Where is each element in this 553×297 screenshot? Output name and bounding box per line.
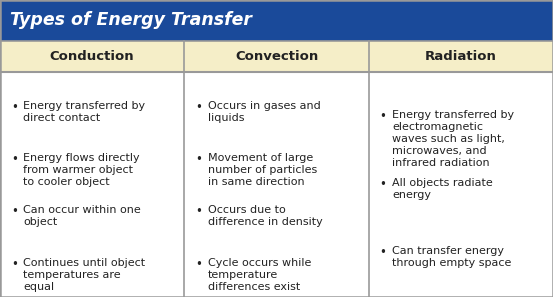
Text: •: • xyxy=(11,258,18,271)
Text: •: • xyxy=(195,206,202,219)
Text: Movement of large
number of particles
in same direction: Movement of large number of particles in… xyxy=(207,153,317,187)
FancyBboxPatch shape xyxy=(0,41,553,72)
Text: •: • xyxy=(195,153,202,166)
Text: Occurs in gases and
liquids: Occurs in gases and liquids xyxy=(207,101,320,123)
FancyBboxPatch shape xyxy=(0,72,553,297)
Text: •: • xyxy=(380,178,387,191)
Text: Energy flows directly
from warmer object
to cooler object: Energy flows directly from warmer object… xyxy=(23,153,140,187)
Text: •: • xyxy=(380,246,387,259)
Text: •: • xyxy=(195,101,202,114)
Text: Can occur within one
object: Can occur within one object xyxy=(23,206,141,228)
Text: Energy transferred by
electromagnetic
waves such as light,
microwaves, and
infra: Energy transferred by electromagnetic wa… xyxy=(392,110,514,168)
Text: •: • xyxy=(11,153,18,166)
Text: Radiation: Radiation xyxy=(425,50,497,63)
Text: Can transfer energy
through empty space: Can transfer energy through empty space xyxy=(392,246,512,268)
Text: Continues until object
temperatures are
equal: Continues until object temperatures are … xyxy=(23,258,145,292)
Text: •: • xyxy=(11,101,18,114)
Text: Occurs due to
difference in density: Occurs due to difference in density xyxy=(207,206,322,228)
Text: Convection: Convection xyxy=(235,50,318,63)
FancyBboxPatch shape xyxy=(0,0,553,41)
Text: Cycle occurs while
temperature
differences exist: Cycle occurs while temperature differenc… xyxy=(207,258,311,292)
Text: Energy transferred by
direct contact: Energy transferred by direct contact xyxy=(23,101,145,123)
Text: •: • xyxy=(380,110,387,123)
Text: All objects radiate
energy: All objects radiate energy xyxy=(392,178,493,200)
Text: Conduction: Conduction xyxy=(50,50,134,63)
Text: Types of Energy Transfer: Types of Energy Transfer xyxy=(10,12,252,29)
Text: •: • xyxy=(195,258,202,271)
Text: •: • xyxy=(11,206,18,219)
